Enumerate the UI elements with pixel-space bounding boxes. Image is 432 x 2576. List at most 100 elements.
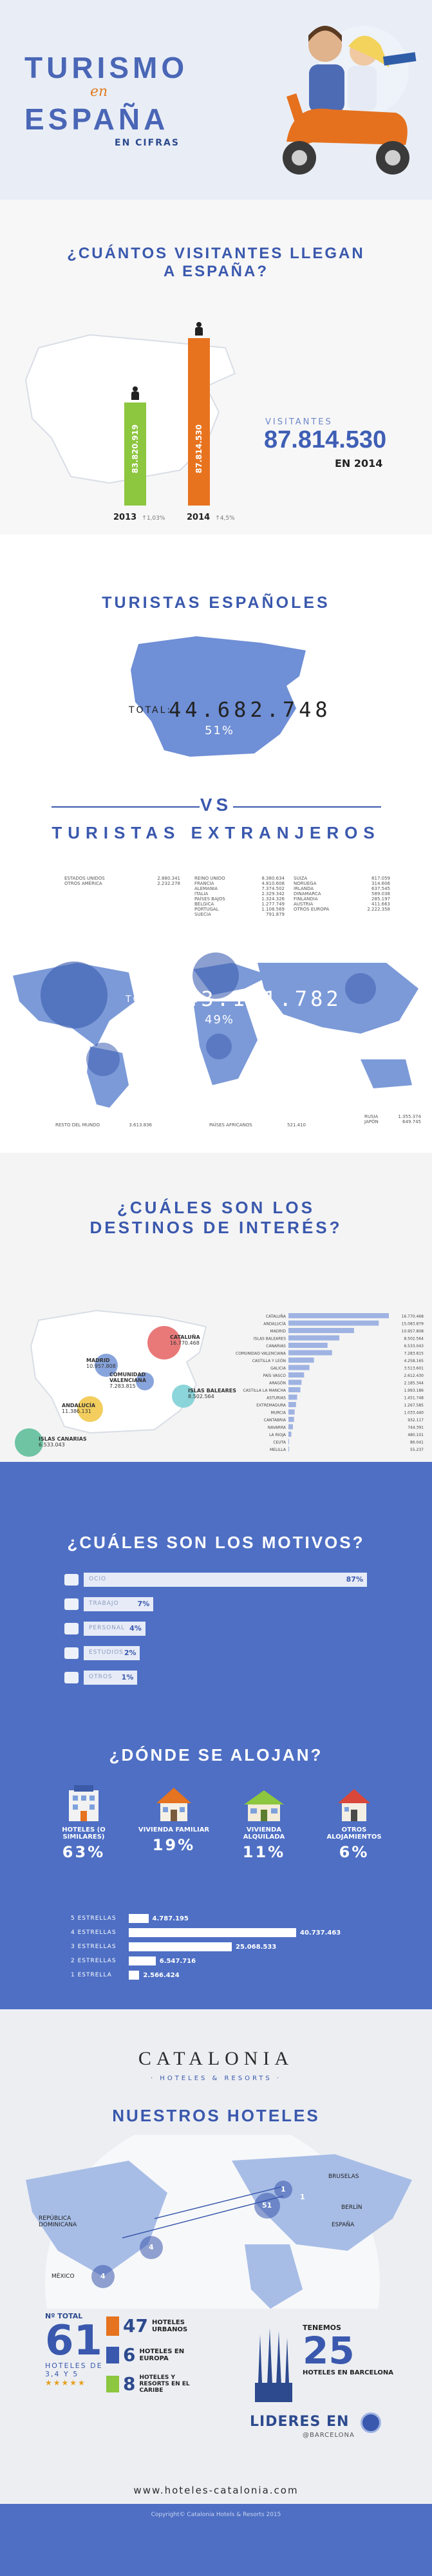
urban-hotels-row: 47 HOTELES URBANOS — [106, 2315, 203, 2336]
bubble-resto — [86, 1043, 120, 1076]
hotel-stars-chart: 5 ESTRELLAS 4.787.195 4 ESTRELLAS 40.737.46… — [71, 1913, 380, 1984]
dest-bar — [288, 1328, 354, 1333]
housing-other-label: OTROS ALOJAMIENTOS — [326, 1826, 382, 1841]
spanish-total: 44.682.748 — [169, 697, 332, 722]
hotel-icon — [69, 1785, 99, 1821]
person-icon-2013 — [131, 386, 139, 401]
list-item: SUIZA 817.059 — [294, 876, 390, 881]
housing-family-label: VIVIENDA FAMILIAR — [138, 1826, 210, 1833]
bar-2013 — [124, 402, 146, 506]
dest-bar-value: 744.391 — [408, 1426, 424, 1430]
housing-types: HOTELES (O SIMILARES) 63% VIVIENDA FAMIL… — [45, 1784, 393, 1861]
dest-bar-label: GALICIA — [270, 1367, 286, 1371]
stars-value: 6.547.716 — [159, 1957, 196, 1965]
bubble-label-valencia: COMUNIDAD VALENCIANA 7.283.815 — [109, 1372, 147, 1389]
pin-count-mexico: 4 — [100, 2272, 106, 2280]
hotel-breakdown: 47 HOTELES URBANOS 6 HOTELES EN EUROPA 8… — [106, 2315, 203, 2394]
stars-bar — [129, 1971, 140, 1980]
stars-value: 40.737.463 — [300, 1929, 341, 1937]
pin-count-bruselas: 1 — [281, 2185, 286, 2193]
motivo-bar — [84, 1671, 138, 1685]
dest-bar — [288, 1432, 292, 1437]
housing-hotel-value: 63% — [62, 1843, 106, 1861]
foreign-section: VS TURISTAS EXTRANJEROS ESTADOS UNIDOS 2.… — [0, 792, 432, 1153]
pin-count-berlin: 1 — [300, 2193, 305, 2201]
spain-map-destinations — [15, 1309, 207, 1457]
dest-bar — [288, 1343, 328, 1348]
dest-bar — [288, 1358, 314, 1363]
motivo-icon — [64, 1672, 79, 1683]
dest-bar-value: 1.033.440 — [404, 1411, 424, 1416]
motivo-bar — [84, 1573, 367, 1587]
housing-rented-label: VIVIENDA ALQUILADA — [243, 1826, 285, 1841]
motivo-icon — [64, 1623, 79, 1634]
dest-bar-value: 86.041 — [410, 1441, 424, 1445]
dest-bar-value: 1.451.748 — [404, 1396, 424, 1401]
dest-bar-label: EXTREMADURA — [256, 1403, 286, 1408]
city-label-mexico: MÉXICO — [52, 2273, 75, 2280]
vs-divider-left — [52, 806, 200, 808]
europe-hotels-label: HOTELES EN EUROPA — [139, 2347, 185, 2362]
footer-url[interactable]: www.hoteles-catalonia.com — [133, 2485, 299, 2496]
list-item: FINLANDIA 285.197 — [294, 896, 390, 902]
hero-subtitle: EN CIFRAS — [115, 138, 180, 148]
dest-bar-value: 55.237 — [410, 1448, 424, 1452]
caribbean-hotels-label: HOTELES Y RESORTS EN EL CARIBE — [139, 2374, 190, 2394]
spanish-total-label: TOTAL: — [129, 705, 173, 715]
dest-bar — [288, 1446, 289, 1452]
dest-bar — [288, 1424, 293, 1430]
total-hotels-block: Nº TOTAL 61 HOTELES DE 3,4 Y 5 ★★★★★ — [45, 2312, 109, 2387]
world-map — [13, 952, 418, 1108]
stars-row: 4 ESTRELLAS 40.737.463 — [71, 1927, 380, 1938]
dest-bar-label: CASTILLA LA MANCHA — [243, 1388, 286, 1393]
spanish-heading: TURISTAS ESPAÑOLES — [102, 594, 330, 612]
person-icon-2014 — [195, 322, 203, 336]
list-item: AUSTRIA 411.663 — [294, 902, 390, 907]
dest-bar-value: 480.101 — [408, 1433, 424, 1437]
dest-bar — [288, 1417, 294, 1422]
dest-bar-label: ASTURIAS — [267, 1396, 286, 1401]
housing-family: VIVIENDA FAMILIAR 19% — [135, 1784, 212, 1861]
hero-title-bottom: ESPAÑA — [24, 102, 169, 136]
urban-hotels-label: HOTELES URBANOS — [151, 2318, 188, 2333]
bubble-asia — [345, 973, 376, 1004]
visitors-heading-line2: A ESPAÑA? — [163, 263, 268, 280]
motivo-label: PERSONAL — [89, 1625, 126, 1631]
stars-bar — [129, 1914, 149, 1923]
housing-hotel: HOTELES (O SIMILARES) 63% — [45, 1784, 122, 1861]
dest-bar-value: 2.185.344 — [404, 1381, 424, 1386]
list-item: PAÍSES BAJOS 1.324.326 — [194, 896, 285, 902]
scooter-illustration — [283, 26, 417, 175]
bar-2014 — [188, 338, 210, 506]
dest-bar — [288, 1402, 296, 1407]
list-item: PORTUGAL 1.108.569 — [194, 907, 285, 912]
dest-bar-value: 15.083.879 — [402, 1322, 424, 1327]
dest-bar — [288, 1394, 297, 1400]
foreign-africa-item: PAÍSES AFRICANOS 521.410 — [209, 1122, 306, 1128]
dest-bar-value: 1.993.186 — [404, 1388, 424, 1393]
list-item: ITALIA 2.329.342 — [194, 891, 285, 896]
foreign-pct: 49% — [205, 1013, 235, 1027]
city-label-bruselas: BRUSELAS — [328, 2174, 359, 2180]
sagrada-familia-icon — [255, 2328, 292, 2402]
list-item: OTROS EUROPA 2.222.358 — [294, 907, 390, 912]
year-2013-label: 2013 — [113, 513, 137, 522]
vs-label: VS — [200, 795, 232, 815]
stars-row: 3 ESTRELLAS 25.068.533 — [71, 1941, 380, 1953]
pin-count-rep-dominicana: 4 — [149, 2243, 154, 2251]
catalonia-world-map — [26, 2135, 412, 2309]
stars-row: 5 ESTRELLAS 4.787.195 — [71, 1913, 380, 1924]
stars-value: 4.787.195 — [152, 1915, 189, 1922]
dest-bar-value: 3.513.601 — [404, 1367, 424, 1371]
dest-bar — [288, 1365, 310, 1370]
dest-bar — [288, 1379, 302, 1385]
dest-bar-label: ANDALUCÍA — [263, 1322, 286, 1327]
dest-bar-value: 16.770.468 — [402, 1314, 424, 1319]
list-item: BÉLGICA 1.277.749 — [194, 902, 285, 907]
barcelona-count: 25 — [303, 2329, 355, 2372]
visitors-section: ¿CUÁNTOS VISITANTES LLEGAN A ESPAÑA? 83.… — [0, 200, 432, 535]
housing-other-value: 6% — [339, 1843, 370, 1861]
europe-icon — [106, 2346, 119, 2363]
bubble-americas — [41, 961, 108, 1028]
medal-icon — [361, 2412, 381, 2433]
